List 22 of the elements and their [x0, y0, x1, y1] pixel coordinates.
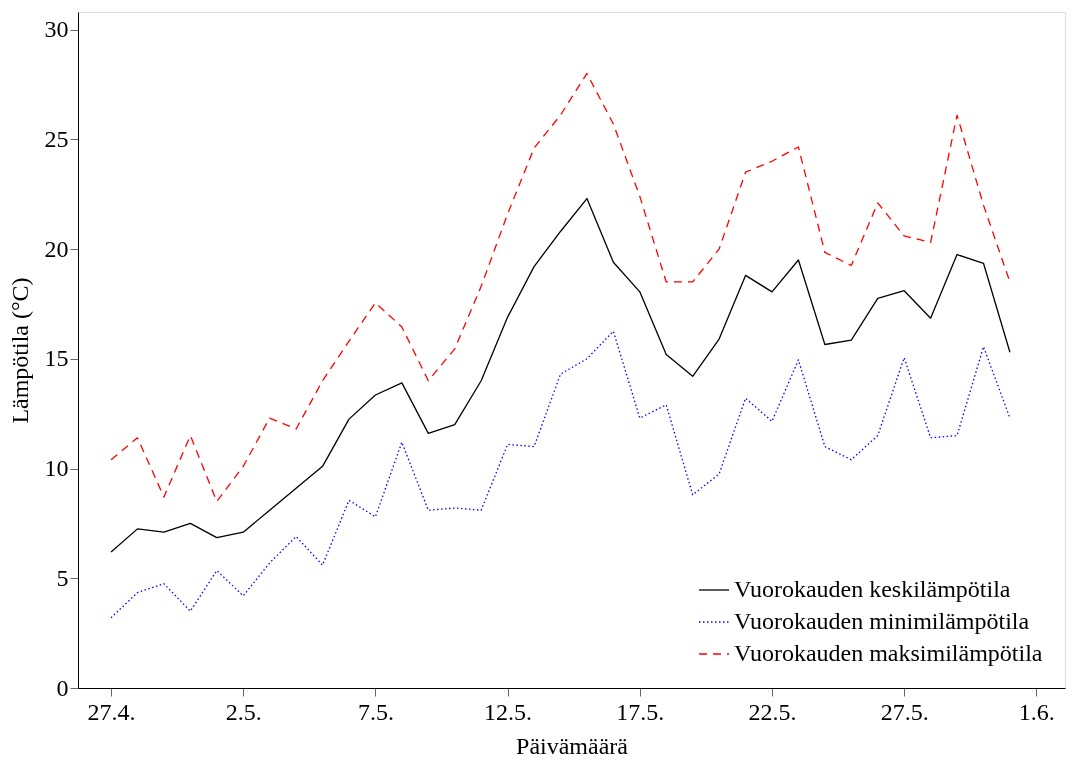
y-axis-title: Lämpötila (°C) [6, 277, 33, 424]
y-tick-label: 25 [44, 125, 69, 152]
x-tick-label: 17.5. [616, 698, 665, 725]
x-tick-label: 27.5. [880, 698, 929, 725]
x-tick-label: 22.5. [748, 698, 797, 725]
line-series [110, 72, 1011, 503]
line-series [110, 197, 1011, 553]
x-tick-label: 7.5. [357, 698, 394, 725]
y-tick-label: 5 [56, 564, 69, 591]
y-tick-label: 30 [44, 16, 69, 43]
legend-label: Vuorokauden minimilämpötila [734, 608, 1030, 634]
x-tick-label: 1.6. [1018, 698, 1055, 725]
x-tick-label: 2.5. [225, 698, 262, 725]
y-tick-label: 15 [44, 345, 69, 372]
x-tick-label: 27.4. [87, 698, 136, 725]
y-tick-label: 10 [44, 455, 69, 482]
x-tick-label: 12.5. [484, 698, 533, 725]
y-tick-label: 0 [56, 674, 69, 701]
y-tick-label: 20 [44, 235, 69, 262]
legend-label: Vuorokauden keskilämpötila [734, 576, 1011, 602]
x-axis-title: Päivämäärä [516, 732, 629, 759]
legend-label: Vuorokauden maksimilämpötila [734, 640, 1043, 666]
